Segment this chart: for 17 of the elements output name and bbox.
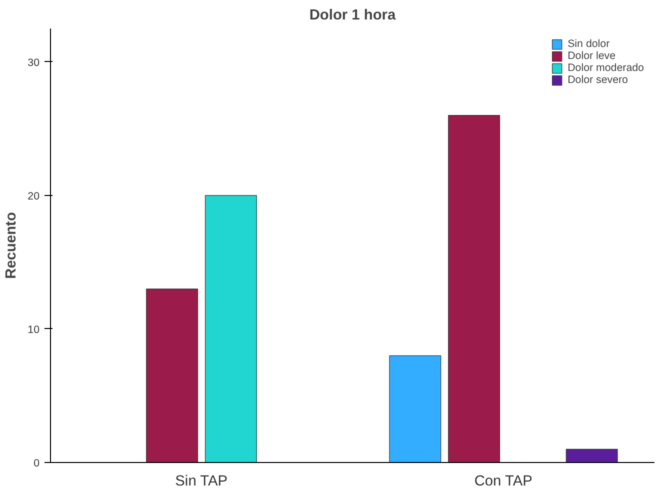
legend-label: Dolor leve [568, 50, 616, 62]
y-tick-label: 30 [28, 56, 40, 69]
bar [146, 288, 198, 462]
bar [389, 355, 442, 462]
bar [204, 195, 257, 462]
y-tick-label: 20 [28, 190, 40, 202]
bar [448, 115, 500, 462]
y-tick-label: 10 [28, 324, 40, 336]
y-axis-title: Recuento [4, 212, 20, 279]
bar [566, 448, 618, 462]
legend-label: Dolor moderado [568, 62, 644, 74]
x-tick-label: Con TAP [474, 474, 532, 490]
chart-title: Dolor 1 hora [309, 8, 397, 24]
y-tick-label: 0 [34, 458, 40, 470]
legend-label: Sin dolor [568, 38, 610, 50]
x-tick-label: Sin TAP [175, 474, 228, 490]
legend-label: Dolor severo [568, 74, 628, 86]
